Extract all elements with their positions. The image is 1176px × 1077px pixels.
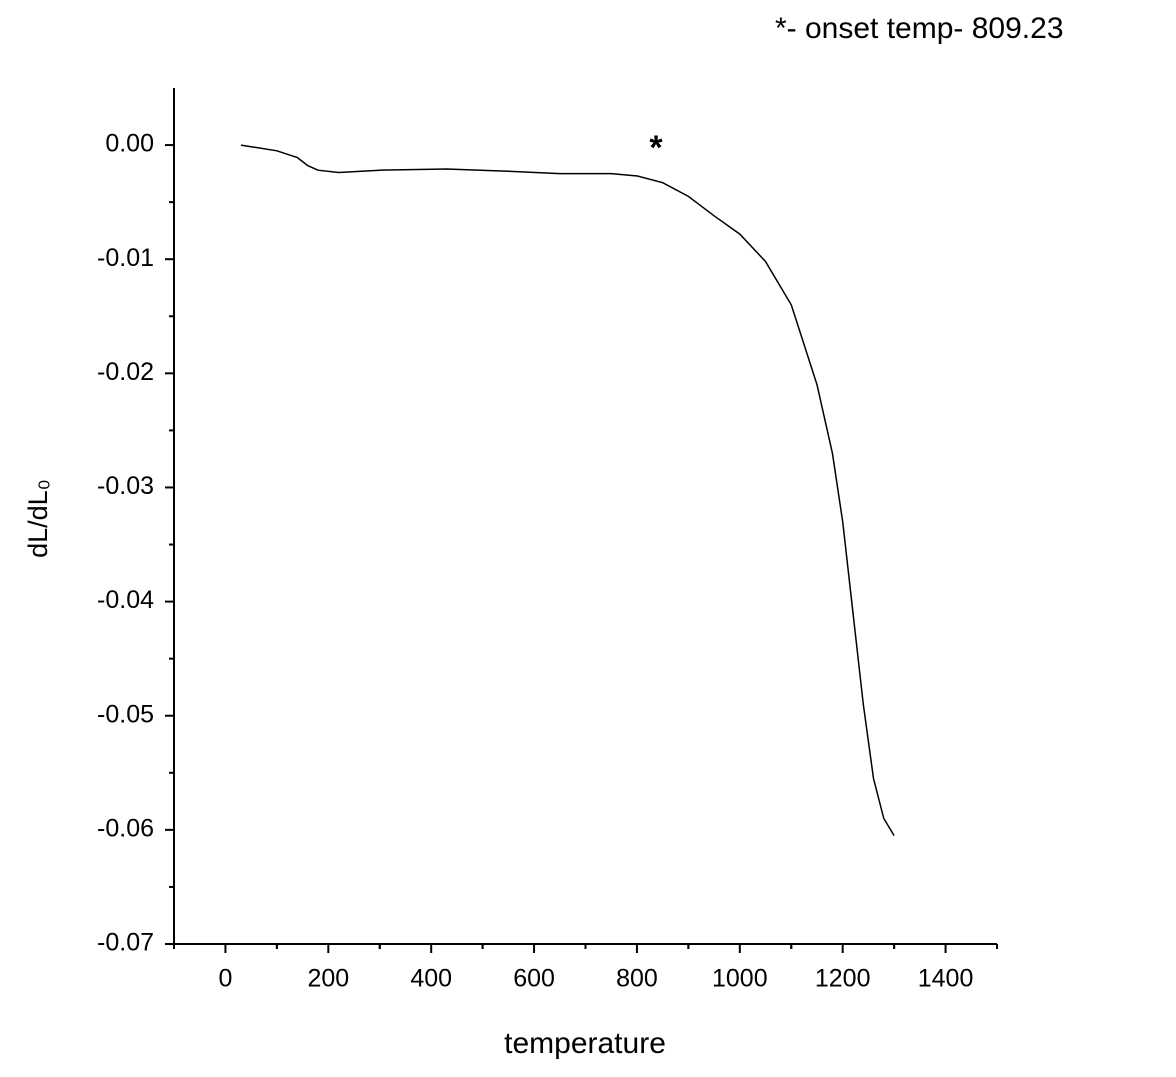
x-tick-label: 1400	[918, 965, 974, 993]
x-tick-label: 1000	[712, 965, 768, 993]
y-tick-label: -0.05	[97, 700, 154, 728]
y-tick-label: -0.01	[97, 244, 154, 272]
x-tick-label: 200	[307, 965, 349, 993]
x-tick-label: 600	[513, 965, 555, 993]
y-tick-label: -0.04	[97, 586, 154, 614]
data-line	[240, 144, 895, 836]
y-tick-label: 0.00	[105, 130, 154, 158]
x-tick-label: 400	[410, 965, 452, 993]
y-tick-label: -0.02	[97, 358, 154, 386]
y-tick-label: -0.03	[97, 472, 154, 500]
y-tick-label: -0.07	[97, 929, 154, 957]
x-tick-label: 0	[218, 965, 232, 993]
x-axis-label: temperature	[504, 1027, 666, 1060]
annotation: *- onset temp- 809.23	[775, 12, 1064, 45]
x-tick-label: 1200	[815, 965, 871, 993]
y-tick-label: -0.06	[97, 814, 154, 842]
x-tick-label: 800	[616, 965, 658, 993]
y-axis-label: dL/dL₀	[23, 479, 53, 558]
onset-marker: *	[649, 129, 663, 167]
